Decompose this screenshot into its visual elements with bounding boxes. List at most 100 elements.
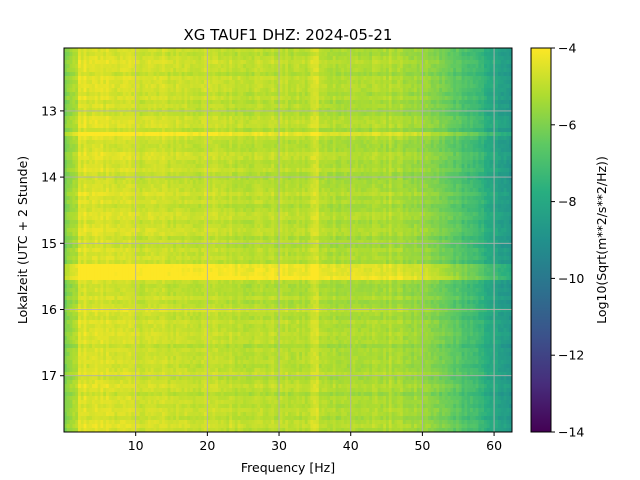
heatmap-cell [439,128,443,133]
heatmap-cell [467,84,471,89]
heatmap-cell [170,152,174,157]
heatmap-cell [495,148,499,153]
heatmap-cell [69,56,73,61]
heatmap-cell [103,100,107,105]
heatmap-cell [327,84,331,89]
heatmap-cell [86,100,90,105]
heatmap-cell [145,100,149,105]
heatmap-cell [397,148,401,153]
heatmap-cell [234,120,238,125]
heatmap-cell [181,128,185,133]
heatmap-cell [148,80,152,85]
heatmap-cell [181,124,185,129]
heatmap-cell [139,120,143,125]
heatmap-cell [408,136,412,141]
heatmap-cell [262,92,266,97]
heatmap-cell [274,148,278,153]
heatmap-cell [226,64,230,69]
heatmap-cell [383,128,387,133]
heatmap-cell [276,52,280,57]
heatmap-cell [153,168,157,173]
heatmap-cell [349,168,353,173]
heatmap-cell [288,76,292,81]
heatmap-cell [408,156,412,161]
heatmap-cell [226,128,230,133]
heatmap-cell [318,128,322,133]
heatmap-cell [405,56,409,61]
heatmap-cell [428,60,432,65]
heatmap-cell [386,64,390,69]
heatmap-cell [299,56,303,61]
heatmap-cell [150,120,154,125]
heatmap-cell [341,132,345,137]
heatmap-cell [125,88,129,93]
heatmap-cell [402,108,406,113]
heatmap-cell [86,112,90,117]
heatmap-cell [69,88,73,93]
heatmap-cell [237,92,241,97]
heatmap-cell [408,52,412,57]
heatmap-cell [162,64,166,69]
heatmap-cell [506,148,510,153]
heatmap-cell [285,68,289,73]
heatmap-cell [257,72,261,77]
heatmap-cell [254,76,258,81]
heatmap-cell [458,88,462,93]
heatmap-cell [251,80,255,85]
heatmap-cell [321,52,325,57]
heatmap-cell [330,120,334,125]
heatmap-cell [478,124,482,129]
heatmap-cell [400,108,404,113]
heatmap-cell [509,148,513,153]
heatmap-cell [69,100,73,105]
heatmap-cell [145,80,149,85]
heatmap-cell [243,164,247,169]
heatmap-cell [86,172,90,177]
heatmap-cell [209,120,213,125]
heatmap-cell [114,132,118,137]
heatmap-cell [335,84,339,89]
heatmap-cell [369,120,373,125]
heatmap-cell [377,100,381,105]
heatmap-cell [290,92,294,97]
heatmap-cell [69,152,73,157]
heatmap-cell [453,136,457,141]
heatmap-cell [80,136,84,141]
heatmap-cell [170,84,174,89]
heatmap-cell [195,84,199,89]
heatmap-cell [226,100,230,105]
heatmap-cell [206,148,210,153]
heatmap-cell [190,164,194,169]
heatmap-cell [190,100,194,105]
heatmap-cell [366,80,370,85]
heatmap-cell [405,144,409,149]
heatmap-cell [271,140,275,145]
heatmap-cell [296,48,300,53]
heatmap-cell [498,96,502,101]
heatmap-cell [176,168,180,173]
heatmap-cell [187,112,191,117]
heatmap-cell [229,132,233,137]
heatmap-cell [419,144,423,149]
heatmap-cell [240,88,244,93]
heatmap-cell [422,56,426,61]
heatmap-cell [69,60,73,65]
heatmap-cell [176,100,180,105]
heatmap-cell [156,60,160,65]
heatmap-cell [176,92,180,97]
heatmap-cell [150,84,154,89]
heatmap-cell [439,168,443,173]
heatmap-cell [358,156,362,161]
heatmap-cell [103,144,107,149]
heatmap-cell [478,152,482,157]
heatmap-cell [372,164,376,169]
heatmap-cell [338,132,342,137]
heatmap-cell [285,160,289,165]
heatmap-cell [444,88,448,93]
heatmap-cell [374,164,378,169]
heatmap-cell [86,152,90,157]
heatmap-cell [167,108,171,113]
heatmap-cell [192,152,196,157]
heatmap-cell [285,144,289,149]
